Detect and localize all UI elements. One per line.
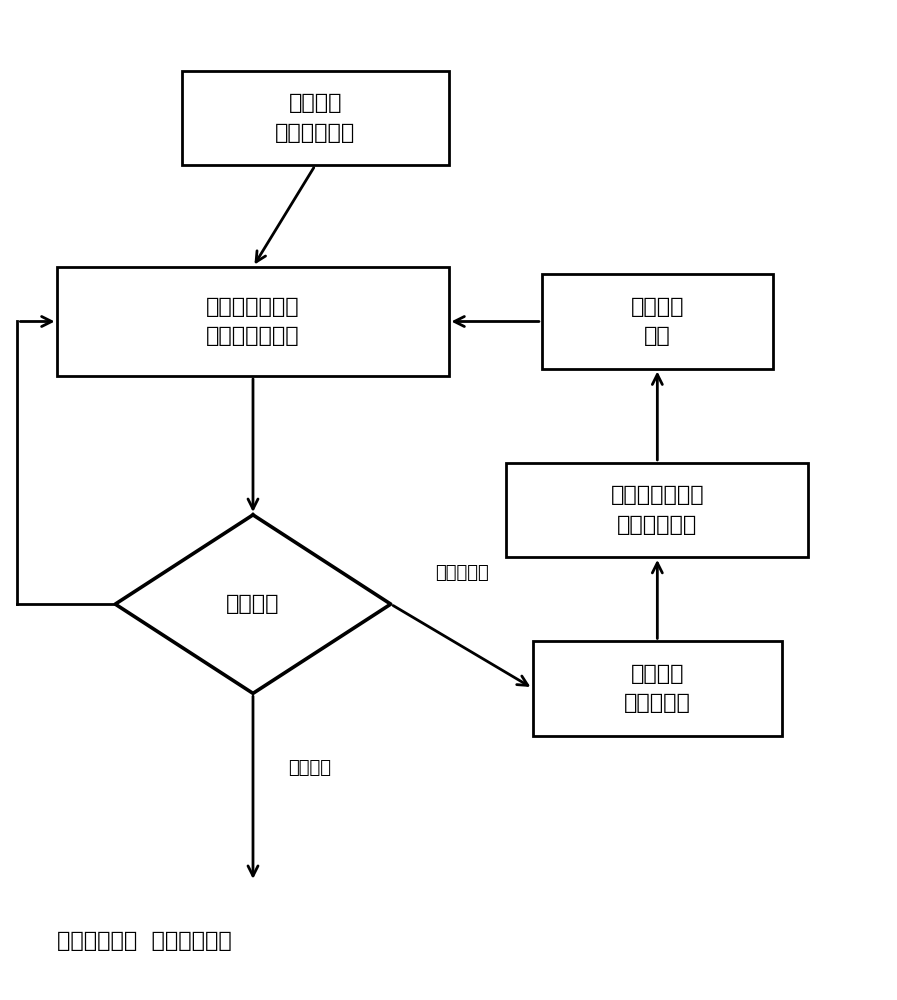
Text: 误差阈值输入  近似网表输出: 误差阈值输入 近似网表输出 [57,931,232,951]
Bar [533,641,782,736]
Text: 达到阈值: 达到阈值 [289,759,332,777]
Text: 修正电路
网表: 修正电路 网表 [631,297,684,346]
Bar [506,463,808,557]
Bar [57,267,448,376]
Bar [542,274,773,369]
Text: 节点数值
标记与排序: 节点数值 标记与排序 [624,664,691,713]
Bar [182,71,448,165]
Text: 确定电路网表中
需要删除节点: 确定电路网表中 需要删除节点 [611,485,704,535]
Text: 未达到阈值: 未达到阈值 [435,564,489,582]
Text: 获得功耗、延迟
和电路输出误差: 获得功耗、延迟 和电路输出误差 [206,297,300,346]
Text: 阈值判断: 阈值判断 [226,594,280,614]
Text: 电路综合
读取电路网表: 电路综合 读取电路网表 [275,93,355,143]
